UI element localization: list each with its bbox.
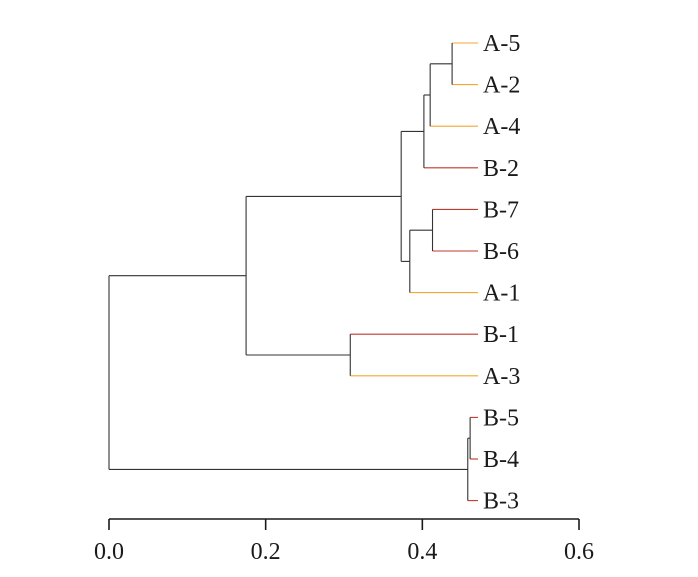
- x-tick-label-0: 0.0: [94, 539, 124, 565]
- x-tick-label-2: 0.4: [407, 539, 437, 565]
- x-axis: 0.0 0.2 0.4 0.6: [94, 518, 594, 565]
- dendrogram-links: [108, 42, 478, 502]
- leaf-labels: A-5 A-2 A-4 B-2 B-7 B-6 A-1 B-1 A-3 B-5 B-4 B-3: [483, 31, 520, 515]
- leaf-label-a-1: A-1: [483, 281, 520, 307]
- leaf-label-a-3: A-3: [483, 364, 520, 390]
- leaf-label-b-3: B-3: [483, 489, 519, 515]
- leaf-label-b-2: B-2: [483, 156, 519, 182]
- leaf-label-b-4: B-4: [483, 447, 519, 473]
- x-tick-label-3: 0.6: [564, 539, 594, 565]
- leaf-label-a-2: A-2: [483, 73, 520, 99]
- leaf-label-b-1: B-1: [483, 322, 519, 348]
- leaf-label-b-7: B-7: [483, 197, 519, 223]
- leaf-label-b-5: B-5: [483, 405, 519, 431]
- x-tick-label-1: 0.2: [251, 539, 281, 565]
- leaf-label-b-6: B-6: [483, 239, 519, 265]
- leaf-label-a-4: A-4: [483, 114, 520, 140]
- leaf-label-a-5: A-5: [483, 31, 520, 57]
